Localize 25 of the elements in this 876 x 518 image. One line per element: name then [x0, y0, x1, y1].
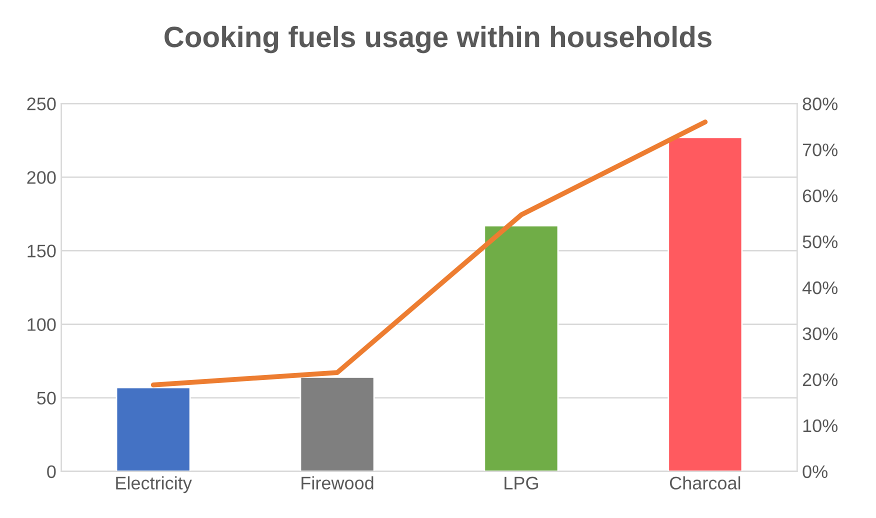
- x-tick-label: LPG: [504, 476, 538, 490]
- x-tick-label: Charcoal: [670, 476, 740, 490]
- y-tick-label: 100: [28, 318, 56, 331]
- y2-tick-label: 80%: [802, 98, 838, 110]
- y2-tick-label: 50%: [802, 235, 838, 248]
- bar: [668, 136, 743, 472]
- y-tick-label: 150: [28, 244, 56, 258]
- line-series: [150, 120, 708, 388]
- y2-tick-label: 10%: [803, 419, 838, 432]
- y-tick-label: 0: [47, 465, 56, 478]
- y2-tick-label: 40%: [802, 281, 838, 294]
- x-tick-label: Electricity: [116, 476, 192, 494]
- y2-tick-label: 60%: [802, 189, 838, 202]
- y2-tick-label: 20%: [802, 373, 838, 386]
- chart-title: Cooking fuels usage within households: [164, 26, 712, 54]
- y2-tick-label: 70%: [802, 144, 838, 156]
- y-tick-label: 200: [27, 171, 56, 184]
- y-tick-label: 250: [27, 98, 56, 110]
- bar: [116, 386, 191, 472]
- bar: [300, 376, 375, 472]
- y2-tick-label: 30%: [802, 327, 838, 340]
- bar: [484, 225, 559, 472]
- y2-tick-label: 0%: [802, 465, 828, 478]
- y-tick-label: 50: [37, 392, 56, 405]
- x-tick-label: Firewood: [302, 476, 374, 490]
